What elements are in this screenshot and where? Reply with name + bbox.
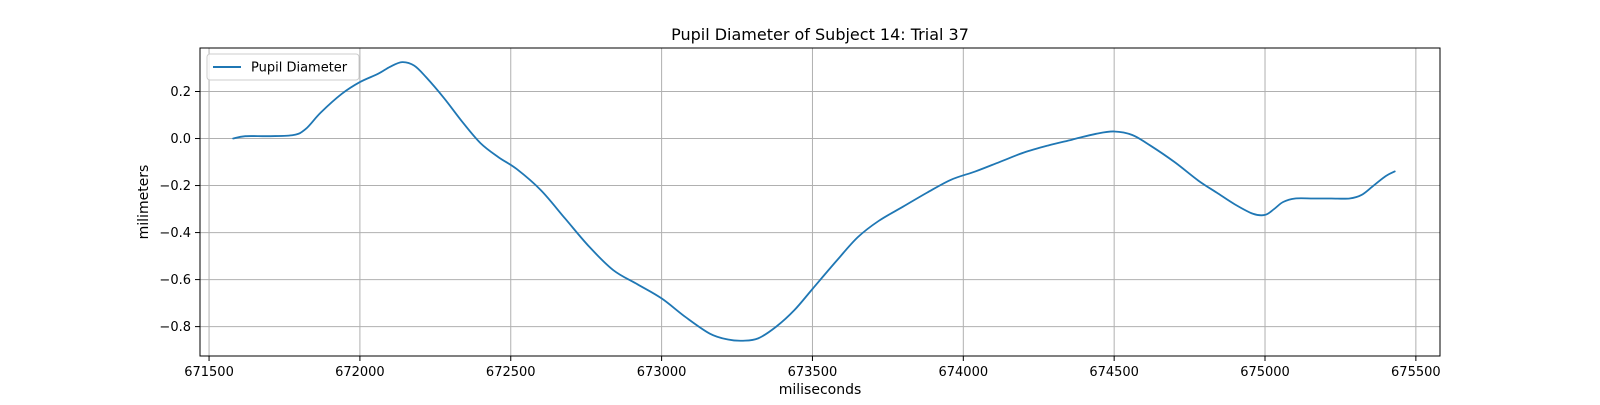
y-tick-label: −0.4: [159, 226, 191, 241]
x-tick-label: 673500: [788, 365, 838, 380]
series-layer: [232, 61, 1396, 342]
legend-box: [206, 53, 360, 81]
y-tick-label: 0.2: [170, 85, 191, 100]
x-tick-label: 674500: [1089, 365, 1139, 380]
legend: Pupil Diameter: [206, 53, 360, 81]
y-tick-label: 0.0: [170, 132, 191, 147]
x-tick-label: 675000: [1240, 365, 1290, 380]
x-tick-label: 675500: [1391, 365, 1441, 380]
chart-title: Pupil Diameter of Subject 14: Trial 37: [671, 25, 969, 44]
series-line-pupil-diameter: [232, 61, 1396, 342]
y-tick-label: −0.2: [159, 179, 191, 194]
y-tick-label: −0.8: [159, 320, 191, 335]
x-tick-label: 672000: [335, 365, 385, 380]
legend-label: Pupil Diameter: [251, 61, 348, 76]
y-axis-title: milimeters: [136, 165, 152, 240]
y-axis-ticks: −0.8 −0.6 −0.4 −0.2 0.0 0.2: [159, 85, 200, 335]
y-tick-label: −0.6: [159, 273, 191, 288]
x-tick-label: 673000: [637, 365, 687, 380]
x-axis-title: miliseconds: [779, 382, 862, 398]
x-tick-label: 671500: [184, 365, 234, 380]
x-tick-label: 674000: [938, 365, 988, 380]
plot-frame: [199, 47, 1441, 357]
x-axis-ticks: 671500 672000 672500 673000 673500 674000 6745…: [184, 356, 1441, 380]
x-tick-label: 672500: [486, 365, 536, 380]
